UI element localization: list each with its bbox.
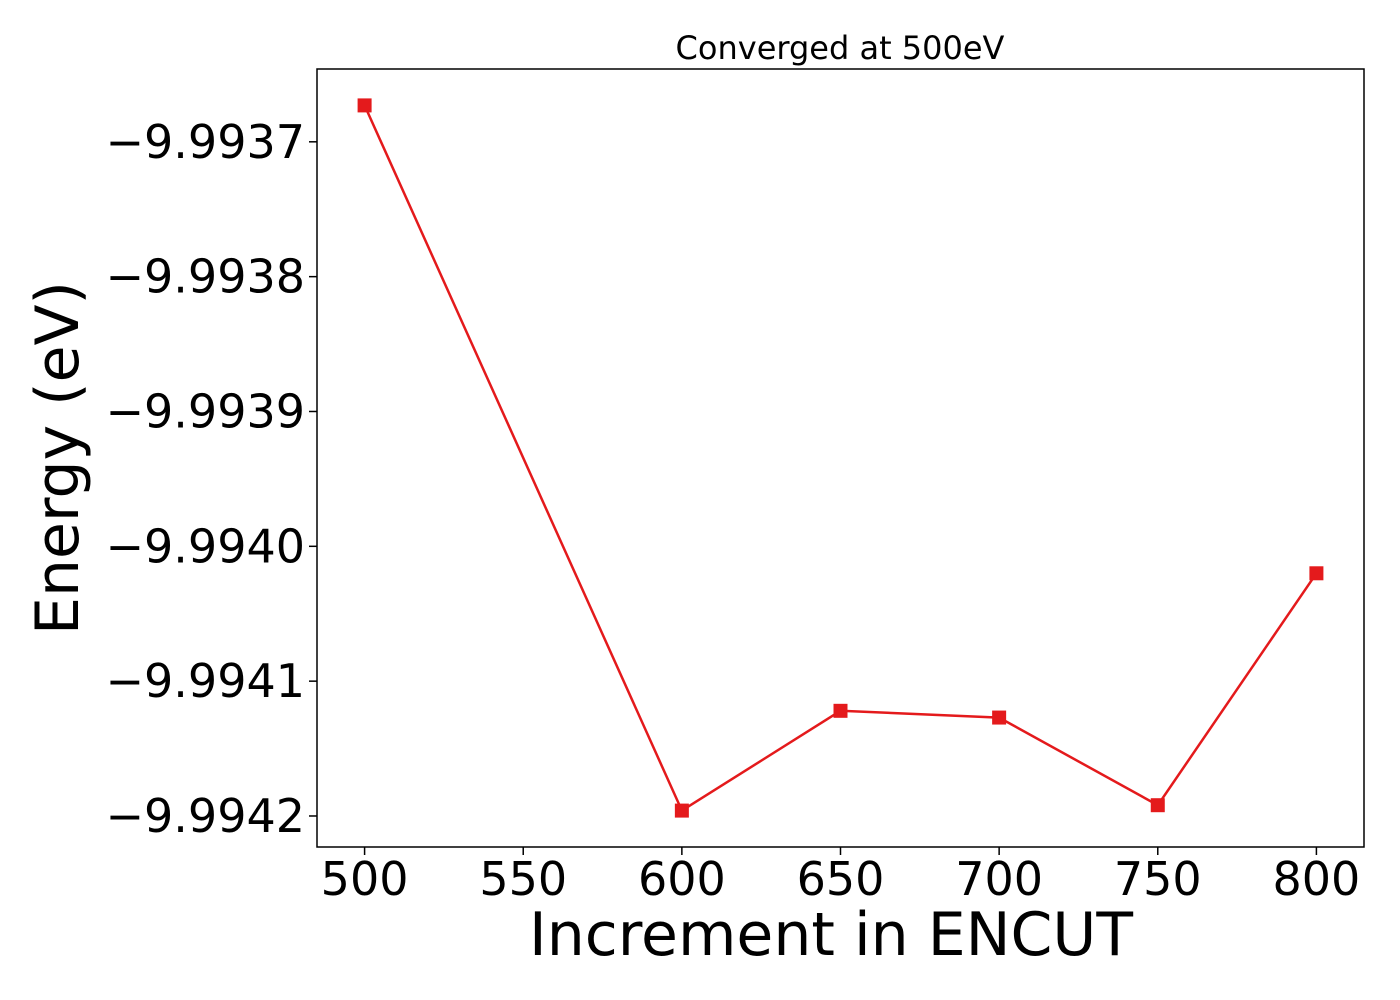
data-point — [1150, 798, 1165, 813]
data-point — [833, 703, 848, 718]
y-tick-label: −9.9940 — [106, 519, 306, 573]
x-tick-label: 800 — [1273, 852, 1361, 906]
x-axis-label: Increment in ENCUT — [529, 900, 1133, 970]
y-tick-label: −9.9939 — [106, 384, 306, 438]
y-tick-label: −9.9938 — [106, 250, 306, 304]
x-tick-label: 750 — [1114, 852, 1202, 906]
x-tick-label: 500 — [321, 852, 409, 906]
data-point — [357, 98, 372, 113]
x-tick-label: 550 — [479, 852, 567, 906]
x-axis-ticks: 500 550 600 650 700 750 800 — [321, 847, 1361, 906]
y-axis-ticks: −9.9937 −9.9938 −9.9939 −9.9940 −9.9941 −9.99… — [106, 115, 317, 843]
x-tick-label: 700 — [955, 852, 1043, 906]
chart-title: Converged at 500eV — [676, 29, 1005, 67]
x-tick-label: 600 — [638, 852, 726, 906]
data-point — [1309, 566, 1324, 581]
y-tick-label: −9.9942 — [106, 789, 306, 843]
data-point — [674, 803, 689, 818]
series-line — [363, 104, 1318, 813]
y-tick-label: −9.9937 — [106, 115, 306, 169]
data-point — [992, 710, 1007, 725]
plot-area-frame — [316, 68, 1365, 848]
series-layer — [357, 98, 1324, 818]
y-axis-label: Energy (eV) — [23, 281, 93, 635]
x-tick-label: 650 — [797, 852, 885, 906]
y-tick-label: −9.9941 — [106, 654, 306, 708]
